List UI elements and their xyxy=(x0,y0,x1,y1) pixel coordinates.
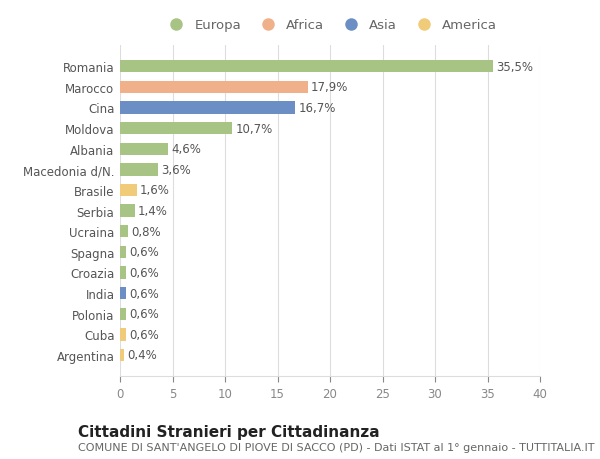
Text: 0,6%: 0,6% xyxy=(130,308,159,320)
Text: 1,4%: 1,4% xyxy=(138,205,168,218)
Text: 16,7%: 16,7% xyxy=(299,102,336,115)
Text: 10,7%: 10,7% xyxy=(235,123,273,135)
Bar xyxy=(120,308,127,320)
Bar xyxy=(120,102,295,114)
Bar xyxy=(120,143,168,156)
Bar xyxy=(120,185,137,197)
Text: 0,4%: 0,4% xyxy=(127,349,157,362)
Text: 4,6%: 4,6% xyxy=(172,143,202,156)
Bar xyxy=(120,164,158,176)
Bar xyxy=(120,123,232,135)
Bar xyxy=(120,61,493,73)
Text: 0,8%: 0,8% xyxy=(131,225,161,238)
Text: 3,6%: 3,6% xyxy=(161,163,191,176)
Text: COMUNE DI SANT'ANGELO DI PIOVE DI SACCO (PD) - Dati ISTAT al 1° gennaio - TUTTIT: COMUNE DI SANT'ANGELO DI PIOVE DI SACCO … xyxy=(78,442,595,452)
Bar xyxy=(120,225,128,238)
Bar xyxy=(120,246,127,258)
Bar xyxy=(120,205,134,217)
Bar xyxy=(120,349,124,361)
Text: Cittadini Stranieri per Cittadinanza: Cittadini Stranieri per Cittadinanza xyxy=(78,425,380,440)
Bar xyxy=(120,329,127,341)
Text: 0,6%: 0,6% xyxy=(130,266,159,280)
Text: 35,5%: 35,5% xyxy=(496,61,533,73)
Bar xyxy=(120,287,127,300)
Legend: Europa, Africa, Asia, America: Europa, Africa, Asia, America xyxy=(163,19,497,33)
Text: 0,6%: 0,6% xyxy=(130,246,159,259)
Bar xyxy=(120,267,127,279)
Bar xyxy=(120,82,308,94)
Text: 1,6%: 1,6% xyxy=(140,184,170,197)
Text: 0,6%: 0,6% xyxy=(130,328,159,341)
Text: 17,9%: 17,9% xyxy=(311,81,349,94)
Text: 0,6%: 0,6% xyxy=(130,287,159,300)
